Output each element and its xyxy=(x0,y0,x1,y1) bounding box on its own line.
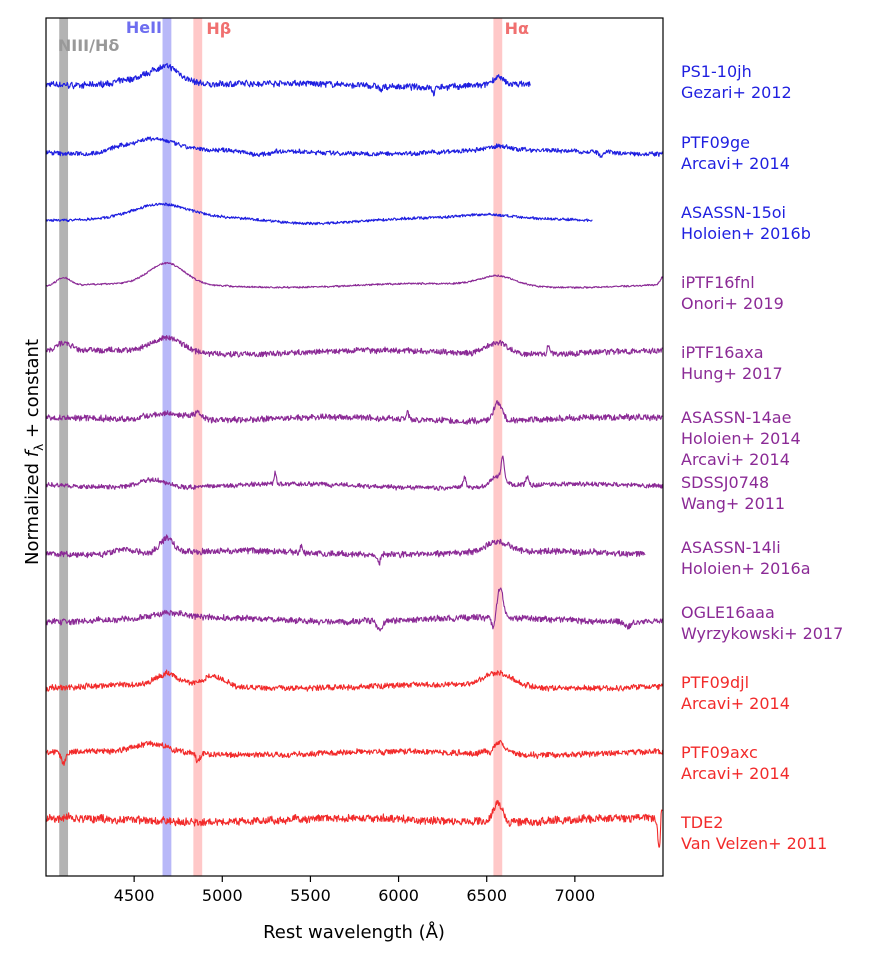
y-axis-label: Normalized fλ + constant xyxy=(22,339,46,565)
x-tick-label-2: 5500 xyxy=(290,886,331,905)
line-band-labels: NIII/Hδ HeII Hβ Hα xyxy=(58,18,529,55)
spectrum-3 xyxy=(45,261,664,289)
x-tick-label-0: 4500 xyxy=(114,886,155,905)
spectrum-7 xyxy=(45,534,646,566)
series-name-6: SDSSJ0748 xyxy=(681,473,769,492)
series-reference-0: Gezari+ 2012 xyxy=(681,83,792,102)
series-reference-3: Onori+ 2019 xyxy=(681,294,784,313)
line-band-3 xyxy=(493,18,503,876)
series-reference-1: Arcavi+ 2014 xyxy=(681,154,790,173)
y-axis-label-subscript: λ xyxy=(32,444,46,451)
line-band-label-0: NIII/Hδ xyxy=(58,36,119,55)
y-axis-label-symbol: f xyxy=(22,448,43,457)
spectrum-5 xyxy=(45,400,663,425)
series-reference-10: Arcavi+ 2014 xyxy=(681,764,790,783)
series-reference-9: Arcavi+ 2014 xyxy=(681,694,790,713)
series-labels: PS1-10jh Gezari+ 2012 PTF09ge Arcavi+ 2014 A… xyxy=(680,62,843,853)
x-tick-label-1: 5000 xyxy=(202,886,243,905)
series-reference-5: Holoien+ 2014 xyxy=(681,429,801,448)
line-band-0 xyxy=(59,18,69,876)
x-tick-label-5: 7000 xyxy=(554,886,595,905)
series-name-4: iPTF16axa xyxy=(681,343,764,362)
series-name-0: PS1-10jh xyxy=(681,62,752,81)
spectrum-9 xyxy=(45,669,664,692)
line-band-1 xyxy=(162,18,172,876)
series-reference-8: Wyrzykowski+ 2017 xyxy=(681,624,843,643)
series-name-3: iPTF16fnl xyxy=(681,273,755,292)
spectrum-0 xyxy=(45,62,531,97)
series-name-7: ASASSN-14li xyxy=(681,538,781,557)
series-reference-11: Van Velzen+ 2011 xyxy=(681,834,827,853)
spectrum-4 xyxy=(45,335,663,358)
series-reference-7: Holoien+ 2016a xyxy=(681,559,811,578)
spectrum-1 xyxy=(45,136,664,158)
series-reference-6: Wang+ 2011 xyxy=(681,494,785,513)
y-axis-label-suffix: + constant xyxy=(22,339,43,444)
spectra-series xyxy=(45,62,664,848)
line-band-label-3: Hα xyxy=(505,19,529,38)
series-name-2: ASASSN-15oi xyxy=(681,203,786,222)
series-name-9: PTF09djl xyxy=(681,673,749,692)
series-reference-2: Holoien+ 2016b xyxy=(681,224,811,243)
line-band-label-2: Hβ xyxy=(206,19,231,38)
series-reference-4: Hung+ 2017 xyxy=(681,364,783,383)
plot-frame xyxy=(45,17,664,877)
series-name-8: OGLE16aaa xyxy=(681,603,775,622)
spectrum-11 xyxy=(45,799,663,848)
x-axis-ticks: 4500 5000 5500 6000 6500 7000 xyxy=(114,876,595,905)
line-band-2 xyxy=(193,18,203,876)
series-name-5: ASASSN-14ae xyxy=(681,408,791,427)
series-name-11: TDE2 xyxy=(680,813,723,832)
x-tick-label-4: 6500 xyxy=(466,886,507,905)
spectrum-10 xyxy=(45,739,664,766)
y-axis-label-prefix: Normalized xyxy=(22,457,43,565)
spectrum-6 xyxy=(45,455,664,491)
series-name-10: PTF09axc xyxy=(681,743,758,762)
x-tick-label-3: 6000 xyxy=(378,886,419,905)
spectrum-8 xyxy=(45,587,664,632)
x-axis-label: Rest wavelength (Å) xyxy=(263,921,445,943)
line-bands xyxy=(59,18,503,876)
series-reference2-5: Arcavi+ 2014 xyxy=(681,450,790,469)
spectrum-2 xyxy=(45,202,593,226)
line-band-label-1: HeII xyxy=(126,18,162,37)
series-name-1: PTF09ge xyxy=(681,133,750,152)
